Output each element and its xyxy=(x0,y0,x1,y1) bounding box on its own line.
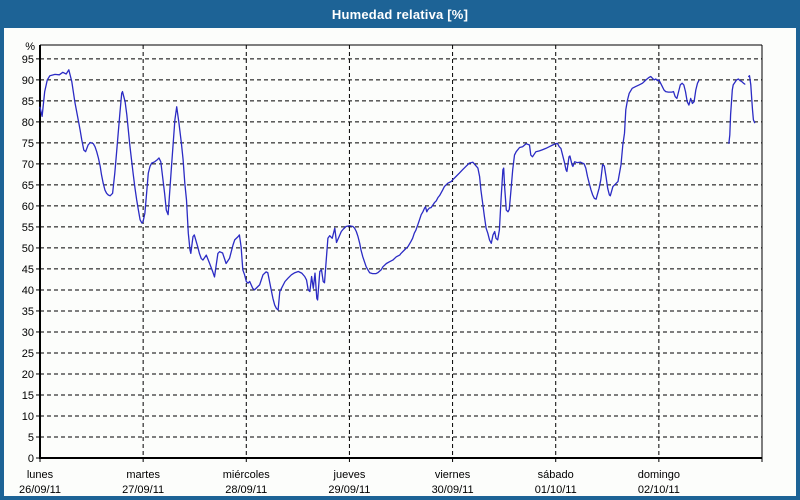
x-axis-date-label: 01/10/11 xyxy=(535,484,577,496)
y-axis-tick-label: 50 xyxy=(22,243,34,255)
humidity-line-segment xyxy=(748,75,756,124)
y-axis-tick-label: 55 xyxy=(22,222,34,234)
x-axis-date-label: 29/09/11 xyxy=(328,484,370,496)
humidity-line-segment xyxy=(728,78,746,144)
x-axis-day-label: sábado xyxy=(538,469,574,481)
humidity-line-segment xyxy=(39,69,700,311)
y-axis-tick-label: 80 xyxy=(22,117,34,129)
x-axis-day-label: jueves xyxy=(333,469,366,481)
x-axis-date-label: 28/09/11 xyxy=(225,484,267,496)
title-bar: Humedad relativa [%] xyxy=(0,0,800,28)
y-axis-tick-label: 15 xyxy=(22,390,34,402)
y-axis-tick-label: 70 xyxy=(22,159,34,171)
chart-panel: 0 5 10 15 20 25 30 35 40 45 50 55 60 65 70 75 80 85 90 95% l… xyxy=(4,28,796,496)
x-axis-date-label: 30/09/11 xyxy=(432,484,474,496)
x-axis-date-label: 27/09/11 xyxy=(122,484,164,496)
x-axis-day-label: miércoles xyxy=(223,469,271,481)
x-axis-day-label: martes xyxy=(126,469,160,481)
x-axis-date-label: 26/09/11 xyxy=(19,484,61,496)
y-axis-tick-label: 60 xyxy=(22,201,34,213)
y-axis-tick-label: 5 xyxy=(28,432,34,444)
y-axis-tick-label: 95 xyxy=(22,54,34,66)
y-axis-tick-label: 65 xyxy=(22,180,34,192)
x-axis-day-label: viernes xyxy=(435,469,471,481)
y-axis-tick-label: 30 xyxy=(22,327,34,339)
y-axis-tick-label: 75 xyxy=(22,138,34,150)
x-axis-day-label: lunes xyxy=(27,469,54,481)
y-axis-tick-label: 0 xyxy=(28,453,34,465)
x-axis-date-label: 02/10/11 xyxy=(638,484,680,496)
y-axis-tick-label: 25 xyxy=(22,348,34,360)
y-axis-tick-label: 10 xyxy=(22,411,34,423)
chart-title: Humedad relativa [%] xyxy=(331,6,469,22)
y-axis-tick-label: 40 xyxy=(22,285,34,297)
y-axis-tick-label: 35 xyxy=(22,306,34,318)
y-axis-tick-label: 45 xyxy=(22,264,34,276)
y-axis-unit-label: % xyxy=(25,41,35,53)
y-axis-tick-label: 90 xyxy=(22,75,34,87)
y-axis-tick-label: 20 xyxy=(22,369,34,381)
chart-svg: 0 5 10 15 20 25 30 35 40 45 50 55 60 65 70 75 80 85 90 95% l… xyxy=(19,41,763,496)
y-axis-tick-label: 85 xyxy=(22,96,34,108)
x-axis-day-label: domingo xyxy=(638,469,680,481)
